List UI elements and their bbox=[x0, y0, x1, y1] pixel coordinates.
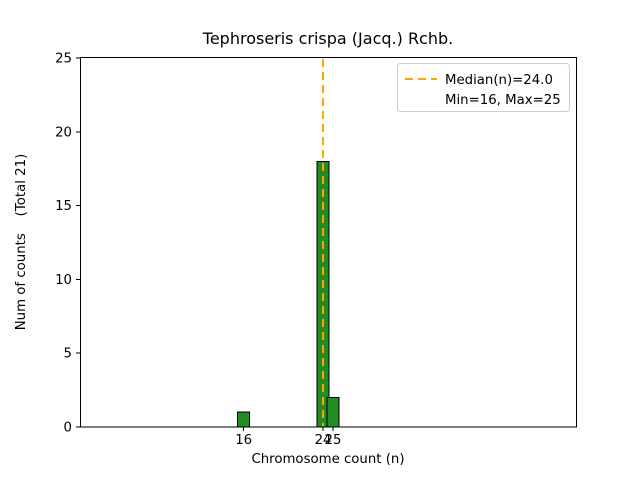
y-tick-label: 25 bbox=[55, 52, 72, 67]
y-axis-label: Num of counts (Total 21) bbox=[14, 154, 29, 331]
bar-n-16 bbox=[237, 411, 251, 428]
x-tick-label: 24 bbox=[315, 433, 332, 448]
y-tick-label: 15 bbox=[55, 199, 72, 214]
legend: Median(n)=24.0 Min=16, Max=25 bbox=[397, 63, 570, 112]
plot-area-border bbox=[80, 57, 577, 428]
x-tick-label: 16 bbox=[235, 433, 252, 448]
y-tick-label: 20 bbox=[55, 125, 72, 140]
legend-box bbox=[397, 63, 570, 112]
bar-n-25 bbox=[326, 396, 340, 428]
legend-entry-minmax: Min=16, Max=25 bbox=[445, 93, 561, 108]
chart-title: Tephroseris crispa (Jacq.) Rchb. bbox=[202, 29, 453, 48]
y-tick-label: 10 bbox=[55, 273, 72, 288]
y-tick-label: 5 bbox=[64, 347, 72, 362]
y-tick-label: 0 bbox=[64, 421, 72, 436]
legend-entry-median: Median(n)=24.0 bbox=[445, 73, 553, 88]
x-axis-label: Chromosome count (n) bbox=[251, 452, 404, 467]
x-tick-label: 25 bbox=[324, 433, 341, 448]
